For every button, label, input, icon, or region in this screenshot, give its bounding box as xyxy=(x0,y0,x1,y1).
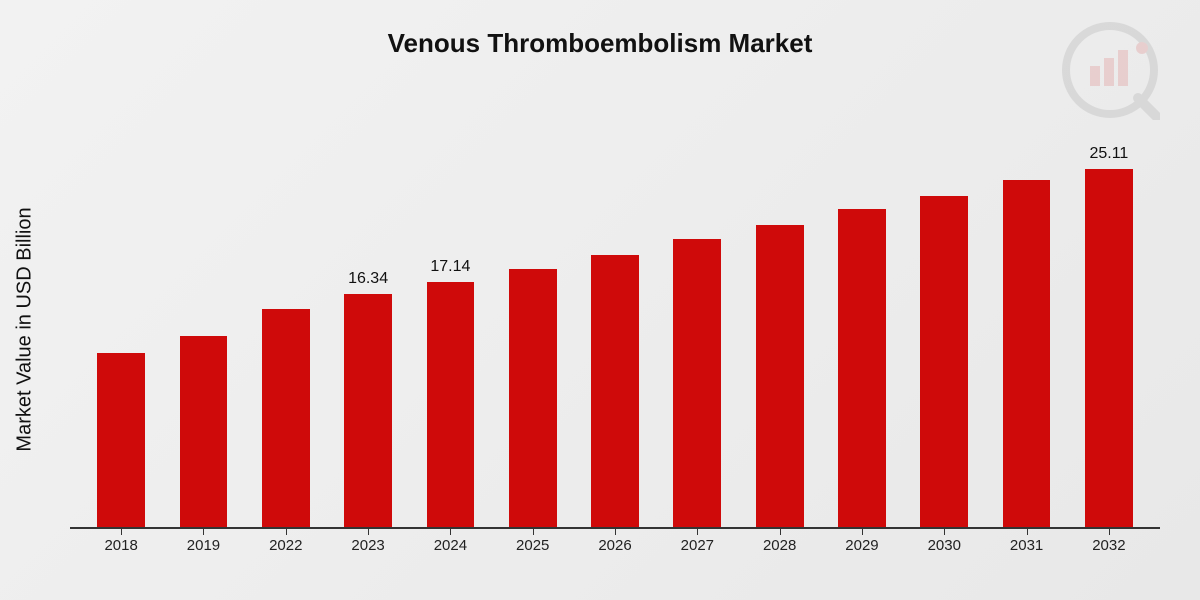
x-tick: 2023 xyxy=(327,529,409,589)
bar xyxy=(427,282,475,527)
x-tick: 2031 xyxy=(985,529,1067,589)
x-ticks-group: 2018201920222023202420252026202720282029… xyxy=(70,529,1160,589)
bar-value-label: 16.34 xyxy=(327,270,409,288)
bar-column xyxy=(656,99,738,527)
bar-value-label: 25.11 xyxy=(1068,145,1150,163)
x-tick: 2022 xyxy=(245,529,327,589)
bar-column xyxy=(245,99,327,527)
bar-column xyxy=(492,99,574,527)
x-tick: 2026 xyxy=(574,529,656,589)
x-tick: 2030 xyxy=(903,529,985,589)
bar-value-label: 17.14 xyxy=(409,258,491,276)
bar xyxy=(591,255,639,527)
bar-column xyxy=(821,99,903,527)
bar xyxy=(920,196,968,527)
bar-column xyxy=(80,99,162,527)
x-tick: 2029 xyxy=(821,529,903,589)
bar xyxy=(180,336,228,527)
bar xyxy=(838,209,886,527)
x-tick: 2025 xyxy=(492,529,574,589)
bar xyxy=(673,239,721,527)
bars-group: 16.3417.14 25.11 xyxy=(70,99,1160,527)
x-tick: 2018 xyxy=(80,529,162,589)
x-tick: 2027 xyxy=(656,529,738,589)
x-tick: 2028 xyxy=(739,529,821,589)
bar xyxy=(97,353,145,527)
bar xyxy=(262,309,310,527)
bar-column xyxy=(162,99,244,527)
bar xyxy=(1085,169,1133,527)
bar-column xyxy=(739,99,821,527)
x-tick: 2024 xyxy=(409,529,491,589)
plot-region: 16.3417.14 25.11 201820192022202320242025… xyxy=(50,69,1160,589)
chart-container: Market Value in USD Billion 16.3417.14 25… xyxy=(0,69,1200,589)
bar xyxy=(344,294,392,527)
plot-area: 16.3417.14 25.11 xyxy=(70,99,1160,529)
bar-column xyxy=(903,99,985,527)
bar-column: 25.11 xyxy=(1068,99,1150,527)
bar-column xyxy=(574,99,656,527)
bar xyxy=(756,225,804,527)
chart-title: Venous Thromboembolism Market xyxy=(0,0,1200,69)
x-tick: 2019 xyxy=(162,529,244,589)
y-axis-label-wrap: Market Value in USD Billion xyxy=(0,69,50,589)
bar xyxy=(1003,180,1051,527)
bar-column xyxy=(985,99,1067,527)
bar-column: 16.34 xyxy=(327,99,409,527)
y-axis-label: Market Value in USD Billion xyxy=(14,207,37,451)
x-tick: 2032 xyxy=(1068,529,1150,589)
bar xyxy=(509,269,557,527)
bar-column: 17.14 xyxy=(409,99,491,527)
